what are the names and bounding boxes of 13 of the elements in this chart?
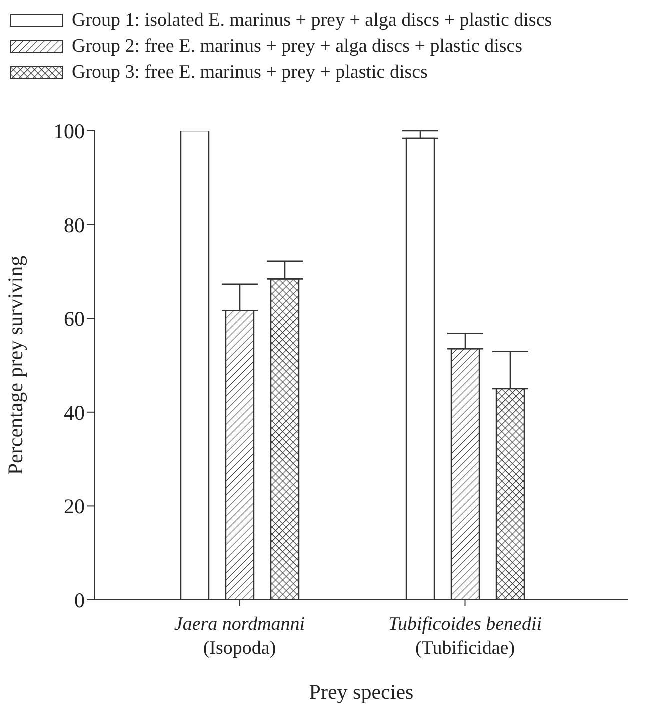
y-tick-label: 20 (64, 494, 85, 519)
x-axis-title: Prey species (309, 680, 414, 704)
y-axis-title: Percentage prey surviving (3, 255, 28, 476)
x-tick-label: Jaera nordmanni (Isopoda) (174, 614, 306, 659)
y-tick-label: 60 (64, 307, 85, 332)
legend-label: Group 1: isolated E. marinus + prey + alga discs + plastic discs (72, 10, 552, 32)
y-tick-label: 0 (74, 588, 85, 612)
y-tick-label: 100 (54, 119, 85, 144)
legend-label: Group 2: free E. marinus + prey + alga discs + plastic discs (72, 36, 523, 58)
y-tick-label: 80 (64, 213, 85, 238)
x-tick-label: Tubificoides benedii (Tubificidae) (388, 614, 542, 659)
y-tick-label: 40 (64, 400, 85, 425)
legend-label: Group 3: free E. marinus + prey + plastic discs (72, 62, 428, 84)
